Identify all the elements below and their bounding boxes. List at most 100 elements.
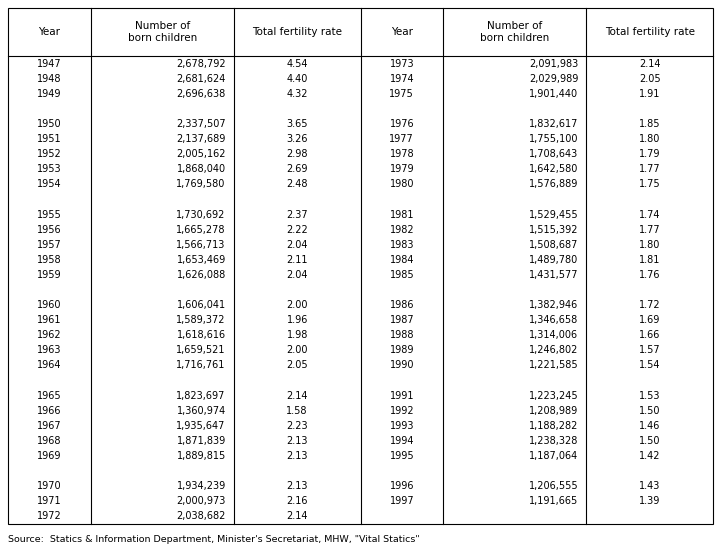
Text: 1957: 1957 [37,240,62,250]
Text: 1958: 1958 [37,255,61,265]
Text: 1.80: 1.80 [639,240,660,250]
Text: 1.76: 1.76 [639,270,660,280]
Text: 1,346,658: 1,346,658 [529,315,578,325]
Text: 1,832,617: 1,832,617 [529,119,578,129]
Text: 1.77: 1.77 [639,164,660,174]
Text: 2,678,792: 2,678,792 [176,59,226,69]
Text: 1,246,802: 1,246,802 [529,345,578,356]
Text: 1955: 1955 [37,210,62,220]
Text: 1.91: 1.91 [639,89,660,99]
Text: 1987: 1987 [389,315,414,325]
Text: 1993: 1993 [389,421,414,431]
Text: 1988: 1988 [389,330,414,340]
Text: 2,696,638: 2,696,638 [177,89,226,99]
Text: 1980: 1980 [389,179,414,190]
Text: 1,934,239: 1,934,239 [177,481,226,491]
Text: 1,314,006: 1,314,006 [529,330,578,340]
Text: 1991: 1991 [389,391,414,401]
Text: 1,708,643: 1,708,643 [529,149,578,159]
Text: 1,566,713: 1,566,713 [177,240,226,250]
Text: 1963: 1963 [37,345,61,356]
Text: 2.05: 2.05 [639,74,660,84]
Text: 1994: 1994 [389,436,414,446]
Text: 1,223,245: 1,223,245 [528,391,578,401]
Text: 1,901,440: 1,901,440 [529,89,578,99]
Text: 1,508,687: 1,508,687 [529,240,578,250]
Text: 1976: 1976 [389,119,414,129]
Text: 1.96: 1.96 [286,315,308,325]
Text: 1981: 1981 [389,210,414,220]
Text: 1971: 1971 [37,496,61,506]
Text: 1959: 1959 [37,270,61,280]
Text: 1983: 1983 [389,240,414,250]
Text: 2,038,682: 2,038,682 [177,511,226,522]
Text: 1954: 1954 [37,179,61,190]
Text: 1984: 1984 [389,255,414,265]
Text: 2,681,624: 2,681,624 [177,74,226,84]
Text: 2.14: 2.14 [286,511,308,522]
Text: 4.32: 4.32 [286,89,308,99]
Text: Total fertility rate: Total fertility rate [605,27,694,37]
Text: 1,515,392: 1,515,392 [528,225,578,235]
Text: 2,000,973: 2,000,973 [177,496,226,506]
Text: 1.75: 1.75 [639,179,660,190]
Text: 1.69: 1.69 [639,315,660,325]
Text: 1.53: 1.53 [639,391,660,401]
Text: 1,716,761: 1,716,761 [177,361,226,371]
Text: 2.48: 2.48 [286,179,308,190]
Text: 1,769,580: 1,769,580 [177,179,226,190]
Text: 2,337,507: 2,337,507 [176,119,226,129]
Text: 1975: 1975 [389,89,414,99]
Text: 1.54: 1.54 [639,361,660,371]
Text: 1948: 1948 [37,74,61,84]
Text: 1,606,041: 1,606,041 [177,300,226,310]
Text: 1973: 1973 [389,59,414,69]
Text: 1,360,974: 1,360,974 [177,406,226,416]
Text: 4.40: 4.40 [286,74,308,84]
Text: 1,187,064: 1,187,064 [529,451,578,461]
Text: 1.80: 1.80 [639,134,660,144]
Text: 1965: 1965 [37,391,61,401]
Text: 1962: 1962 [37,330,61,340]
Text: 1947: 1947 [37,59,61,69]
Text: 2.37: 2.37 [286,210,308,220]
Text: 1951: 1951 [37,134,61,144]
Text: 1.57: 1.57 [639,345,660,356]
Text: 1,871,839: 1,871,839 [177,436,226,446]
Text: 1982: 1982 [389,225,414,235]
Text: 1966: 1966 [37,406,61,416]
Text: 1,208,989: 1,208,989 [529,406,578,416]
Text: 2.14: 2.14 [286,391,308,401]
Text: 2.69: 2.69 [286,164,308,174]
Text: 1977: 1977 [389,134,414,144]
Text: 1989: 1989 [389,345,414,356]
Text: Source:  Statics & Information Department, Minister's Secretariat, MHW, "Vital S: Source: Statics & Information Department… [8,536,420,544]
Text: 1,529,455: 1,529,455 [528,210,578,220]
Text: 1.81: 1.81 [639,255,660,265]
Text: 1,889,815: 1,889,815 [177,451,226,461]
Text: 1996: 1996 [389,481,414,491]
Text: 1953: 1953 [37,164,61,174]
Text: 1.43: 1.43 [639,481,660,491]
Text: 1,191,665: 1,191,665 [529,496,578,506]
Text: 1,489,780: 1,489,780 [529,255,578,265]
Text: 4.54: 4.54 [286,59,308,69]
Text: 1.50: 1.50 [639,436,660,446]
Text: 1956: 1956 [37,225,61,235]
Text: 1,188,282: 1,188,282 [529,421,578,431]
Text: Year: Year [391,27,413,37]
Text: 2.04: 2.04 [286,240,308,250]
Text: 1979: 1979 [389,164,414,174]
Text: 1,730,692: 1,730,692 [177,210,226,220]
Text: 1,868,040: 1,868,040 [177,164,226,174]
Text: 1972: 1972 [37,511,62,522]
Text: 2,137,689: 2,137,689 [177,134,226,144]
Text: 2.00: 2.00 [286,345,308,356]
Text: 1995: 1995 [389,451,414,461]
Text: 1.50: 1.50 [639,406,660,416]
Text: 1,665,278: 1,665,278 [177,225,226,235]
Text: 1.42: 1.42 [639,451,660,461]
Text: 2.13: 2.13 [286,436,308,446]
Text: 1968: 1968 [37,436,61,446]
Text: 1990: 1990 [389,361,414,371]
